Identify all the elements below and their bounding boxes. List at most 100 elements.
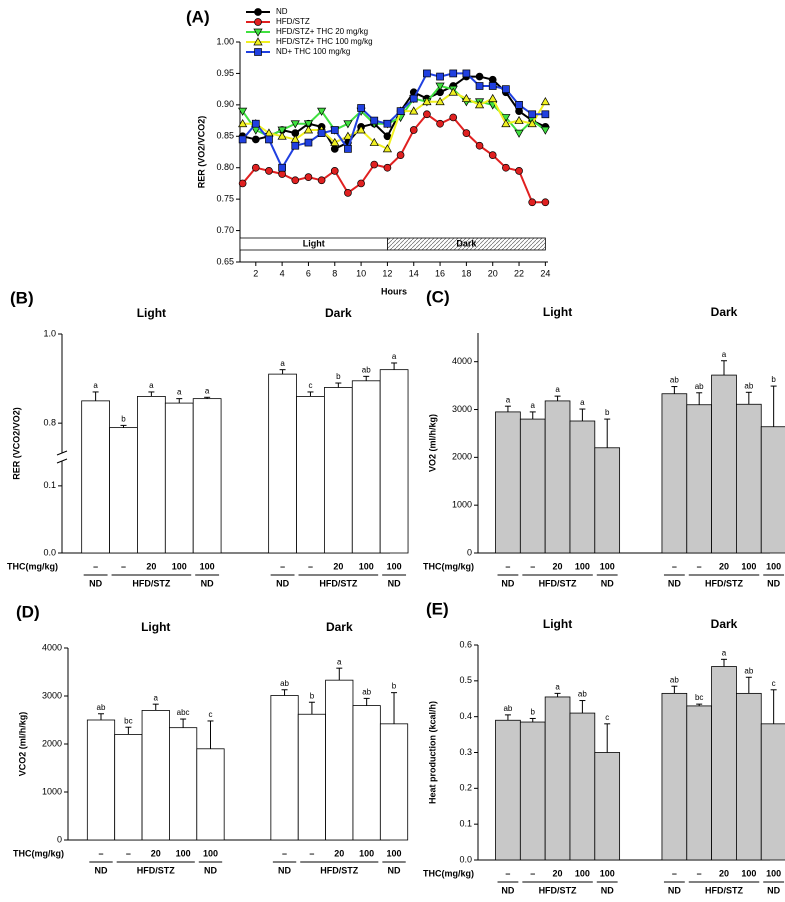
marker <box>291 176 300 185</box>
dose-label: – <box>505 561 510 571</box>
marker <box>303 120 314 129</box>
y-tick-label: 4000 <box>42 642 62 652</box>
significance-letter: ab <box>670 376 679 385</box>
bar <box>736 692 762 861</box>
marker <box>474 100 485 109</box>
dose-label: – <box>530 868 535 878</box>
group-label: ND <box>276 578 289 588</box>
bar <box>569 420 596 554</box>
marker <box>343 131 353 140</box>
marker <box>251 163 260 172</box>
marker <box>475 82 484 90</box>
bar <box>192 398 222 554</box>
marker <box>291 141 300 150</box>
bar <box>661 393 688 554</box>
phase-label: Dark <box>456 238 477 248</box>
marker <box>330 145 339 153</box>
y-axis-label: RER (VO2/VCO2) <box>196 116 206 189</box>
bar <box>594 447 621 554</box>
marker <box>238 107 248 116</box>
panel-label: (A) <box>186 7 210 26</box>
marker <box>357 179 365 188</box>
marker <box>265 135 273 144</box>
y-tick-label: 0 <box>467 547 472 557</box>
significance-letter: b <box>531 708 536 717</box>
dose-label: 100 <box>766 868 781 878</box>
marker <box>515 101 523 109</box>
significance-letter: ab <box>362 688 371 697</box>
group-label: HFD/STZ <box>319 578 357 588</box>
y-tick-label: 0.1 <box>459 819 472 829</box>
group-label: ND <box>501 885 514 895</box>
bar <box>544 400 571 554</box>
dose-label: 100 <box>766 561 781 571</box>
marker <box>383 132 392 141</box>
marker <box>290 120 300 129</box>
bar <box>379 369 409 554</box>
bar <box>169 727 198 841</box>
marker <box>330 126 339 134</box>
significance-letter: ab <box>695 382 704 391</box>
marker <box>383 119 392 128</box>
group-label: ND <box>201 578 214 588</box>
marker <box>423 110 431 119</box>
x-tick-label: 4 <box>280 268 285 278</box>
bar <box>137 396 166 554</box>
marker <box>475 72 484 81</box>
significance-letter: ab <box>744 666 753 675</box>
dose-label: 20 <box>719 868 729 878</box>
bar <box>544 696 571 861</box>
y-tick-label: 0.85 <box>216 131 234 141</box>
dose-label: 100 <box>600 561 615 571</box>
bar <box>379 723 409 841</box>
bar <box>196 748 225 841</box>
dose-label: 100 <box>176 848 191 858</box>
marker <box>435 97 445 106</box>
bar <box>296 396 325 554</box>
y-axis-label: RER (VCO2/VO2) <box>11 407 21 480</box>
axis-break-mark <box>56 450 68 456</box>
y-tick-label: 0.90 <box>216 99 234 109</box>
y-tick-label: 0.1 <box>43 480 56 490</box>
marker <box>277 126 287 135</box>
y-tick-label: 0 <box>57 834 62 844</box>
x-tick-label: 14 <box>409 268 419 278</box>
dose-label: 20 <box>151 848 161 858</box>
x-tick-label: 20 <box>488 268 498 278</box>
marker <box>303 125 314 134</box>
bar <box>86 719 116 841</box>
group-label: HFD/STZ <box>705 578 743 588</box>
marker <box>278 163 286 172</box>
group-label: ND <box>767 578 780 588</box>
group-label: ND <box>388 865 401 875</box>
y-tick-label: 3000 <box>42 690 62 700</box>
significance-letter: ab <box>578 690 587 699</box>
bar <box>594 752 621 861</box>
y-tick-label: 0.8 <box>43 418 56 428</box>
dose-label: – <box>308 561 313 571</box>
bar <box>351 380 381 554</box>
x-tick-label: 22 <box>514 268 524 278</box>
group-label: HFD/STZ <box>539 578 577 588</box>
bar <box>109 427 138 554</box>
panel-label: (C) <box>426 287 450 306</box>
significance-letter: a <box>149 381 154 390</box>
marker <box>502 85 510 93</box>
dose-label: 20 <box>553 561 563 571</box>
significance-letter: a <box>337 657 342 666</box>
dose-title: THC(mg/kg) <box>13 848 64 858</box>
phase-bar <box>387 237 546 251</box>
marker <box>317 176 326 185</box>
group-label: ND <box>668 885 681 895</box>
y-axis-label: Heat production (kcal/h) <box>427 701 437 804</box>
group-label: ND <box>501 578 514 588</box>
marker <box>449 69 458 78</box>
dose-label: – <box>121 561 126 571</box>
bar <box>760 426 785 554</box>
bar <box>495 411 521 554</box>
y-tick-label: 0.75 <box>216 194 234 204</box>
marker <box>370 160 379 169</box>
y-tick-label: 2000 <box>42 738 62 748</box>
significance-letter: b <box>310 691 315 700</box>
axis-break-mark <box>56 458 68 464</box>
